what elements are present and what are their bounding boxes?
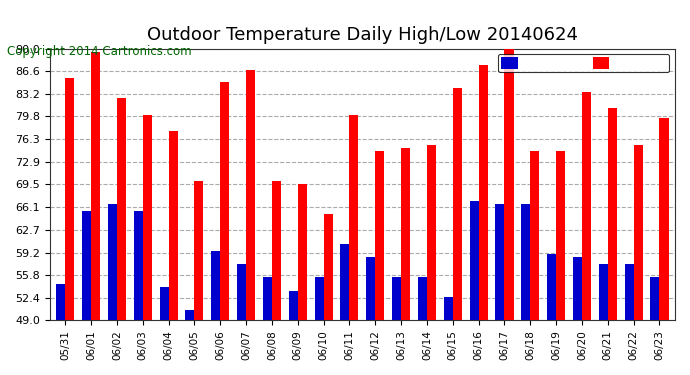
Bar — [392, 277, 401, 375]
Bar — [66, 78, 75, 375]
Bar — [495, 204, 504, 375]
Bar — [375, 152, 384, 375]
Bar — [143, 115, 152, 375]
Bar — [168, 132, 177, 375]
Bar — [453, 88, 462, 375]
Bar — [298, 184, 307, 375]
Bar — [349, 115, 359, 375]
Bar — [91, 52, 100, 375]
Bar — [134, 211, 143, 375]
Bar — [263, 277, 272, 375]
Bar — [211, 251, 220, 375]
Bar — [444, 297, 453, 375]
Text: Copyright 2014 Cartronics.com: Copyright 2014 Cartronics.com — [7, 45, 192, 58]
Bar — [315, 277, 324, 375]
Bar — [479, 65, 488, 375]
Bar — [56, 284, 66, 375]
Bar — [470, 201, 479, 375]
Bar — [186, 310, 195, 375]
Bar — [624, 264, 633, 375]
Bar — [521, 204, 531, 375]
Bar — [599, 264, 608, 375]
Bar — [427, 145, 436, 375]
Bar — [220, 82, 229, 375]
Bar — [633, 145, 642, 375]
Legend: Low  (°F), High  (°F): Low (°F), High (°F) — [497, 54, 669, 72]
Bar — [272, 181, 281, 375]
Bar — [82, 211, 91, 375]
Bar — [117, 98, 126, 375]
Bar — [324, 214, 333, 375]
Title: Outdoor Temperature Daily High/Low 20140624: Outdoor Temperature Daily High/Low 20140… — [147, 26, 578, 44]
Bar — [660, 118, 669, 375]
Bar — [108, 204, 117, 375]
Bar — [573, 257, 582, 375]
Bar — [237, 264, 246, 375]
Bar — [195, 181, 204, 375]
Bar — [401, 148, 410, 375]
Bar — [340, 244, 349, 375]
Bar — [582, 92, 591, 375]
Bar — [547, 254, 556, 375]
Bar — [531, 152, 540, 375]
Bar — [246, 70, 255, 375]
Bar — [418, 277, 427, 375]
Bar — [504, 42, 513, 375]
Bar — [288, 291, 298, 375]
Bar — [159, 287, 168, 375]
Bar — [556, 152, 565, 375]
Bar — [608, 108, 617, 375]
Bar — [651, 277, 660, 375]
Bar — [366, 257, 375, 375]
